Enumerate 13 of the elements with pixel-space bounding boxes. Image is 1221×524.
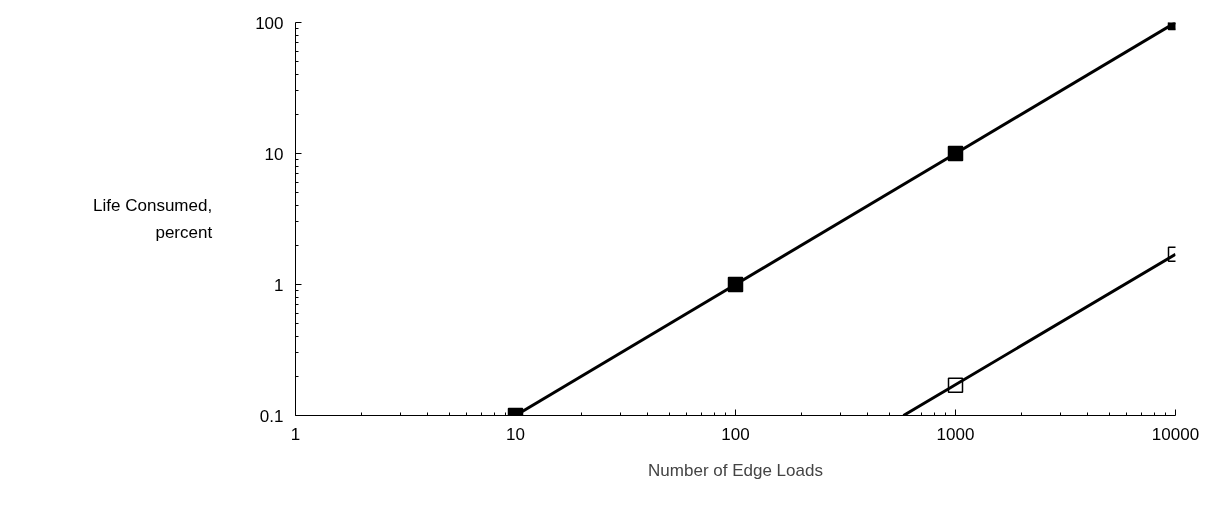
x-axis-title: Number of Edge Loads <box>648 460 823 480</box>
y-axis-title: Life Consumed, percent <box>93 196 213 242</box>
y-tick-label: 10 <box>264 144 284 164</box>
y-tick-label: 100 <box>255 13 284 33</box>
point <box>727 276 744 293</box>
x-tick-label: 100 <box>721 424 750 444</box>
y-tick-label: 0.1 <box>259 406 284 426</box>
y-tick-label: 1 <box>274 275 284 295</box>
x-tick-label: 1 <box>290 424 301 444</box>
x-tick-label: 10000 <box>1151 424 1200 444</box>
x-tick-label: 10 <box>506 424 525 444</box>
point <box>947 145 964 162</box>
x-tick-label: 1000 <box>936 424 975 444</box>
